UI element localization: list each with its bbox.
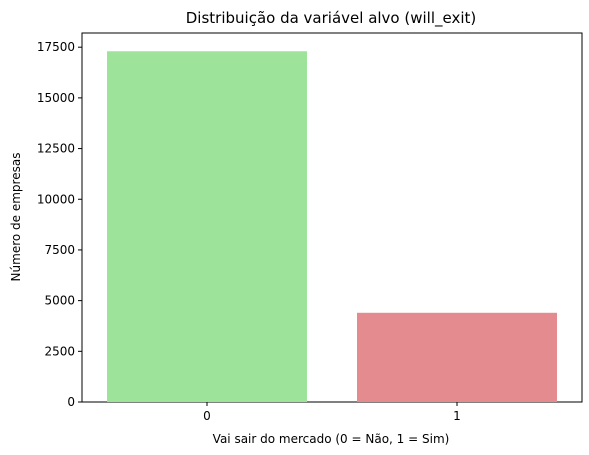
x-tick-label: 1 [453, 409, 461, 423]
y-tick-label: 5000 [44, 294, 75, 308]
chart-title: Distribuição da variável alvo (will_exit… [186, 9, 477, 28]
y-tick-label: 0 [67, 395, 75, 409]
y-tick-label: 2500 [44, 344, 75, 358]
bar-1 [357, 312, 557, 402]
bars-group [107, 51, 557, 402]
y-tick-label: 10000 [37, 192, 75, 206]
y-axis-label: Número de empresas [9, 153, 23, 282]
bar-0 [107, 51, 307, 402]
y-tick-label: 12500 [37, 142, 75, 156]
y-tick-label: 7500 [44, 243, 75, 257]
y-axis-ticks: 0 2500 5000 7500 10000 12500 15000 17500 [37, 40, 82, 409]
x-tick-label: 0 [203, 409, 211, 423]
x-axis-label: Vai sair do mercado (0 = Não, 1 = Sim) [213, 432, 450, 446]
y-tick-label: 15000 [37, 91, 75, 105]
plot-frame [81, 32, 583, 403]
y-tick-label: 17500 [37, 40, 75, 54]
